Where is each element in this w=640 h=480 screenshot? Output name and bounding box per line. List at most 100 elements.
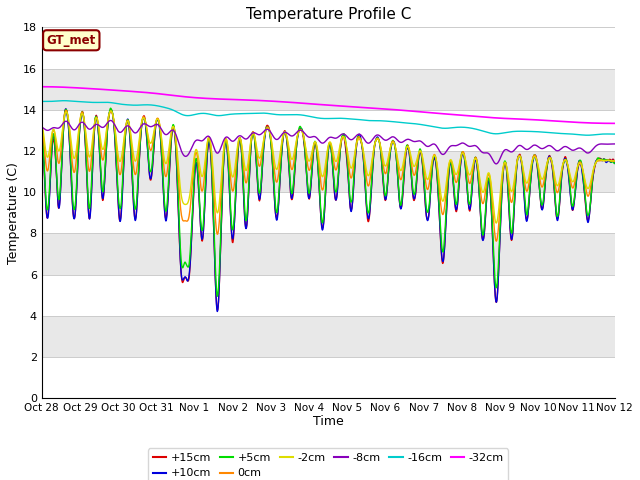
-16cm bbox=[152, 103, 159, 108]
0cm bbox=[152, 120, 159, 126]
+5cm bbox=[493, 283, 500, 289]
+10cm bbox=[62, 106, 70, 112]
-32cm bbox=[543, 118, 550, 123]
+15cm bbox=[493, 298, 500, 303]
Bar bbox=[42, 69, 614, 110]
+10cm bbox=[493, 298, 500, 304]
Y-axis label: Temperature (C): Temperature (C) bbox=[7, 162, 20, 264]
-16cm bbox=[60, 98, 68, 104]
-32cm bbox=[611, 120, 618, 126]
Bar bbox=[42, 357, 614, 398]
-16cm bbox=[166, 106, 173, 112]
Line: +5cm: +5cm bbox=[42, 108, 614, 296]
+10cm bbox=[166, 166, 173, 171]
0cm bbox=[493, 238, 500, 243]
-2cm bbox=[543, 159, 551, 165]
+5cm bbox=[230, 217, 238, 223]
-16cm bbox=[543, 130, 551, 135]
-16cm bbox=[493, 131, 500, 137]
-8cm bbox=[230, 138, 237, 144]
Bar bbox=[42, 275, 614, 316]
Line: -32cm: -32cm bbox=[42, 87, 614, 123]
-8cm bbox=[418, 139, 426, 144]
+10cm bbox=[214, 309, 221, 314]
Line: -16cm: -16cm bbox=[42, 101, 614, 135]
-2cm bbox=[493, 219, 500, 225]
+15cm bbox=[611, 158, 618, 164]
+5cm bbox=[38, 122, 45, 128]
+10cm bbox=[230, 226, 238, 231]
+10cm bbox=[152, 123, 159, 129]
-2cm bbox=[418, 150, 426, 156]
Bar bbox=[42, 192, 614, 233]
Bar bbox=[42, 151, 614, 192]
-2cm bbox=[107, 108, 115, 114]
+5cm bbox=[107, 105, 115, 111]
Line: -2cm: -2cm bbox=[42, 111, 614, 223]
-16cm bbox=[611, 131, 618, 137]
Legend: +15cm, +10cm, +5cm, 0cm, -2cm, -8cm, -16cm, -32cm: +15cm, +10cm, +5cm, 0cm, -2cm, -8cm, -16… bbox=[148, 448, 508, 480]
0cm bbox=[543, 160, 551, 166]
+15cm bbox=[418, 156, 426, 162]
0cm bbox=[38, 124, 45, 130]
-2cm bbox=[38, 122, 45, 128]
Line: +10cm: +10cm bbox=[42, 109, 614, 312]
-8cm bbox=[543, 143, 551, 149]
+10cm bbox=[611, 160, 618, 166]
+5cm bbox=[214, 293, 221, 299]
-32cm bbox=[151, 91, 159, 96]
+5cm bbox=[543, 161, 551, 167]
+15cm bbox=[543, 161, 551, 167]
-8cm bbox=[38, 125, 45, 131]
-16cm bbox=[584, 132, 591, 138]
-2cm bbox=[493, 220, 500, 226]
0cm bbox=[611, 158, 618, 164]
+10cm bbox=[418, 156, 426, 162]
+15cm bbox=[230, 227, 238, 232]
Text: GT_met: GT_met bbox=[47, 34, 96, 47]
-32cm bbox=[229, 96, 237, 102]
-8cm bbox=[152, 121, 159, 127]
+10cm bbox=[543, 160, 551, 166]
-2cm bbox=[230, 172, 237, 178]
-16cm bbox=[418, 122, 426, 128]
0cm bbox=[166, 147, 173, 153]
-16cm bbox=[38, 98, 45, 104]
Line: 0cm: 0cm bbox=[42, 110, 614, 241]
Bar bbox=[42, 27, 614, 69]
-8cm bbox=[492, 161, 500, 167]
+15cm bbox=[38, 126, 45, 132]
-8cm bbox=[166, 129, 173, 135]
+15cm bbox=[166, 167, 173, 172]
Line: +15cm: +15cm bbox=[42, 109, 614, 310]
+5cm bbox=[611, 160, 618, 166]
-32cm bbox=[38, 84, 45, 90]
-16cm bbox=[230, 111, 237, 117]
-32cm bbox=[492, 115, 500, 121]
-32cm bbox=[165, 92, 173, 98]
0cm bbox=[418, 151, 426, 156]
0cm bbox=[493, 238, 500, 244]
-8cm bbox=[611, 141, 618, 147]
Bar bbox=[42, 110, 614, 151]
Bar bbox=[42, 316, 614, 357]
Title: Temperature Profile C: Temperature Profile C bbox=[246, 7, 411, 22]
Line: -8cm: -8cm bbox=[42, 120, 614, 164]
0cm bbox=[230, 186, 237, 192]
-8cm bbox=[493, 161, 500, 167]
-2cm bbox=[611, 158, 618, 164]
Bar bbox=[42, 233, 614, 275]
-32cm bbox=[417, 109, 425, 115]
+5cm bbox=[152, 121, 159, 127]
+15cm bbox=[214, 307, 221, 313]
-2cm bbox=[166, 141, 173, 147]
0cm bbox=[62, 108, 70, 113]
-2cm bbox=[152, 120, 159, 126]
+5cm bbox=[418, 155, 426, 160]
X-axis label: Time: Time bbox=[313, 415, 344, 428]
+15cm bbox=[152, 124, 159, 130]
+5cm bbox=[166, 160, 173, 166]
-8cm bbox=[107, 118, 115, 123]
+15cm bbox=[62, 107, 70, 112]
+10cm bbox=[38, 127, 45, 132]
